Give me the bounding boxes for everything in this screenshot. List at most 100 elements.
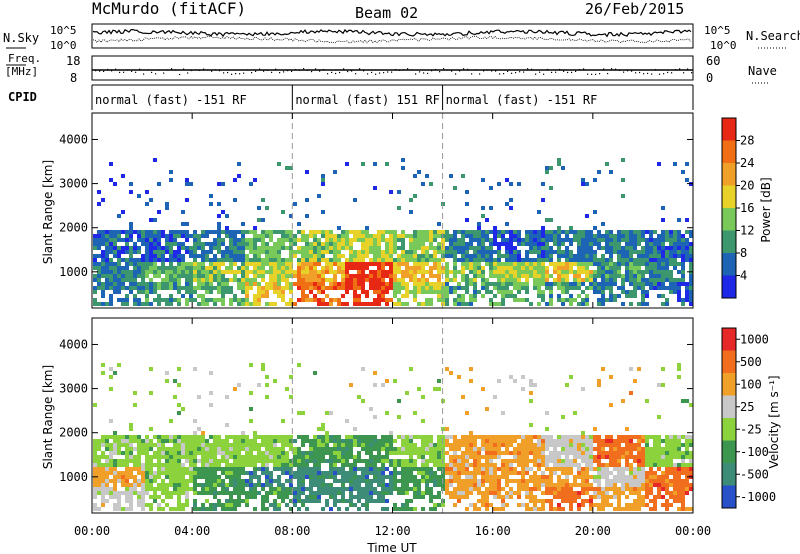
heatmap-cell — [325, 270, 329, 274]
heatmap-cell — [677, 286, 681, 290]
heatmap-cell — [101, 503, 105, 507]
heatmap-cell — [581, 270, 585, 274]
heatmap-cell — [133, 286, 137, 290]
heatmap-cell — [653, 258, 657, 262]
heatmap-cell — [181, 435, 185, 439]
heatmap-cell — [213, 274, 217, 278]
heatmap-cell — [541, 242, 545, 246]
heatmap-cell — [425, 471, 429, 475]
heatmap-cell — [653, 499, 657, 503]
nave-dot — [199, 69, 201, 72]
heatmap-cell — [517, 451, 521, 455]
heatmap-cell — [125, 246, 129, 250]
heatmap-cell — [589, 282, 593, 286]
heatmap-cell — [409, 258, 413, 262]
heatmap-cell — [421, 443, 425, 447]
heatmap-cell — [189, 286, 193, 290]
heatmap-cell — [197, 443, 201, 447]
heatmap-cell — [117, 258, 121, 262]
heatmap-cell — [361, 471, 365, 475]
heatmap-cell — [341, 282, 345, 286]
heatmap-cell — [641, 455, 645, 459]
heatmap-cell — [337, 298, 341, 302]
heatmap-cell — [269, 270, 273, 274]
heatmap-cell — [341, 459, 345, 463]
heatmap-cell — [637, 451, 641, 455]
heatmap-cell — [617, 246, 621, 250]
heatmap-cell — [525, 507, 529, 511]
heatmap-cell — [585, 274, 589, 278]
heatmap-cell — [565, 475, 569, 479]
heatmap-cell — [289, 479, 293, 483]
heatmap-cell — [429, 467, 433, 471]
heatmap-cell — [177, 411, 181, 415]
heatmap-cell — [541, 463, 545, 467]
heatmap-cell — [637, 286, 641, 290]
heatmap-cell — [641, 258, 645, 262]
heatmap-cell — [497, 254, 501, 258]
heatmap-cell — [181, 270, 185, 274]
heatmap-cell — [477, 451, 481, 455]
heatmap-cell — [497, 483, 501, 487]
heatmap-cell — [501, 274, 505, 278]
heatmap-cell — [569, 254, 573, 258]
heatmap-cell — [341, 294, 345, 298]
heatmap-cell — [93, 491, 97, 495]
heatmap-cell — [413, 278, 417, 282]
heatmap-cell — [245, 294, 249, 298]
heatmap-cell — [585, 238, 589, 242]
heatmap-cell — [265, 282, 269, 286]
heatmap-cell — [649, 246, 653, 250]
heatmap-cell — [581, 503, 585, 507]
heatmap-cell — [237, 238, 241, 242]
heatmap-cell — [105, 238, 109, 242]
heatmap-cell — [293, 451, 297, 455]
heatmap-cell — [425, 270, 429, 274]
heatmap-cell — [493, 395, 497, 399]
heatmap-cell — [645, 302, 649, 306]
heatmap-cell — [329, 278, 333, 282]
heatmap-cell — [177, 487, 181, 491]
heatmap-cell — [177, 286, 181, 290]
heatmap-cell — [465, 250, 469, 254]
heatmap-cell — [101, 290, 105, 294]
heatmap-cell — [577, 491, 581, 495]
heatmap-cell — [229, 290, 233, 294]
heatmap-cell — [137, 483, 141, 487]
heatmap-cell — [421, 475, 425, 479]
heatmap-cell — [609, 471, 613, 475]
heatmap-cell — [649, 282, 653, 286]
heatmap-cell — [541, 455, 545, 459]
heatmap-cell — [93, 290, 97, 294]
heatmap-cell — [213, 487, 217, 491]
heatmap-cell — [505, 479, 509, 483]
heatmap-cell — [105, 266, 109, 270]
heatmap-cell — [653, 463, 657, 467]
heatmap-cell — [409, 246, 413, 250]
heatmap-cell — [605, 278, 609, 282]
heatmap-cell — [381, 298, 385, 302]
heatmap-cell — [173, 451, 177, 455]
heatmap-cell — [165, 234, 169, 238]
heatmap-cell — [377, 491, 381, 495]
heatmap-cell — [497, 475, 501, 479]
heatmap-cell — [117, 459, 121, 463]
heatmap-cell — [657, 250, 661, 254]
heatmap-cell — [201, 447, 205, 451]
heatmap-cell — [653, 451, 657, 455]
heatmap-cell — [309, 455, 313, 459]
nave-dot — [335, 72, 337, 75]
heatmap-cell — [521, 463, 525, 467]
heatmap-cell — [601, 463, 605, 467]
heatmap-cell — [489, 475, 493, 479]
heatmap-cell — [625, 258, 629, 262]
heatmap-cell — [161, 451, 165, 455]
heatmap-cell — [505, 202, 509, 206]
heatmap-cell — [581, 242, 585, 246]
heatmap-cell — [561, 270, 565, 274]
heatmap-cell — [297, 451, 301, 455]
heatmap-cell — [649, 463, 653, 467]
heatmap-cell — [605, 282, 609, 286]
heatmap-cell — [265, 479, 269, 483]
heatmap-cell — [301, 411, 305, 415]
